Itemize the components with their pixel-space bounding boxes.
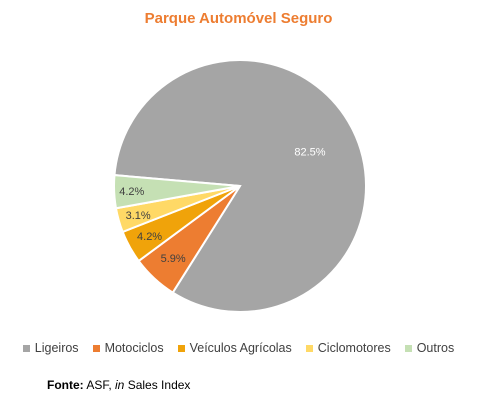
source-italic: in — [115, 378, 125, 392]
legend-item-ciclomotores: Ciclomotores — [305, 341, 391, 355]
legend-label: Ligeiros — [34, 341, 79, 355]
legend-item-ve-culos-agr-colas: Veículos Agrícolas — [177, 341, 292, 355]
data-label-outros: 4.2% — [119, 186, 144, 198]
legend-swatch — [22, 344, 30, 352]
legend-item-motociclos: Motociclos — [92, 341, 164, 355]
data-label-ligeiros: 82.5% — [294, 146, 325, 158]
source-prefix: ASF, — [86, 378, 112, 392]
source-suffix: Sales Index — [127, 378, 191, 392]
legend-label: Veículos Agrícolas — [189, 341, 292, 355]
legend-swatch — [92, 344, 100, 352]
legend-swatch — [404, 344, 412, 352]
legend-item-ligeiros: Ligeiros — [22, 341, 79, 355]
legend-label: Motociclos — [104, 341, 164, 355]
legend-swatch — [177, 344, 185, 352]
legend-label: Outros — [416, 341, 455, 355]
chart-legend: Ligeiros Motociclos Veículos Agrícolas Cicl… — [0, 341, 477, 355]
chart-title: Parque Automóvel Seguro — [144, 10, 333, 27]
data-label-ve-culos-agr-colas: 4.2% — [137, 231, 162, 243]
legend-item-outros: Outros — [404, 341, 455, 355]
data-label-ciclomotores: 3.1% — [126, 210, 151, 222]
pie-slice-outros — [113, 174, 241, 210]
data-label-motociclos: 5.9% — [161, 253, 186, 265]
source-label: Fonte: — [47, 378, 84, 392]
legend-swatch — [305, 344, 313, 352]
source-note: Fonte: ASF, in Sales Index — [47, 378, 190, 392]
legend-label: Ciclomotores — [317, 341, 391, 355]
